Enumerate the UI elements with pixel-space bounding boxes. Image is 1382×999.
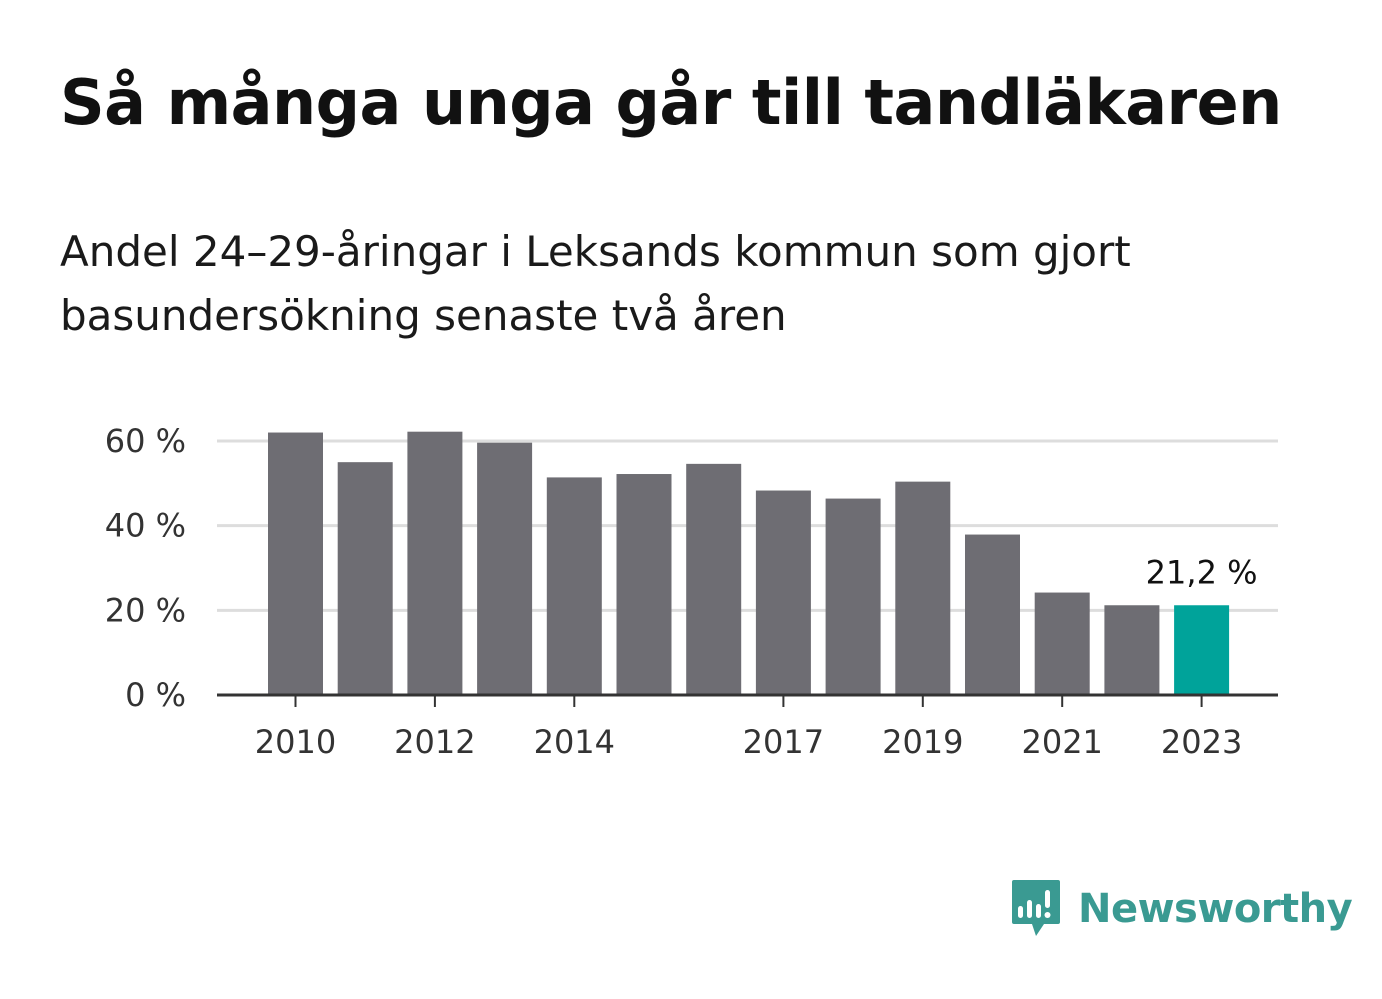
bar: [546, 477, 602, 695]
bars: [268, 431, 1230, 695]
bar: [1034, 592, 1090, 695]
x-tick-label: 2021: [1021, 723, 1102, 761]
chart-title: Så många unga går till tandläkaren: [60, 66, 1282, 139]
bar: [407, 431, 463, 695]
x-tick-label: 2023: [1161, 723, 1242, 761]
x-tick-label: 2014: [534, 723, 615, 761]
bar: [895, 481, 951, 695]
x-tick-label: 2017: [743, 723, 824, 761]
x-tick-label: 2010: [255, 723, 336, 761]
bar: [616, 474, 672, 695]
data-label: 21,2 %: [1146, 553, 1258, 591]
newsworthy-logo-icon: [1012, 880, 1060, 936]
bar: [268, 432, 323, 695]
chart-subtitle: Andel 24–29-åringar i Leksands kommun so…: [60, 227, 1131, 340]
bar: [477, 442, 533, 695]
y-tick-label: 20 %: [105, 591, 186, 629]
bar: [755, 490, 811, 695]
x-tick-label: 2012: [394, 723, 475, 761]
bar: [337, 462, 393, 695]
newsworthy-logo: Newsworthy: [1010, 878, 1353, 940]
x-tick-label: 2019: [882, 723, 963, 761]
bar: [1104, 605, 1160, 695]
bar: [825, 498, 881, 695]
brand-name: Newsworthy: [1078, 886, 1353, 932]
y-tick-label: 60 %: [105, 422, 186, 460]
bar: [686, 463, 742, 695]
y-tick-label: 0 %: [125, 676, 186, 714]
axis-labels: 0 % 20 % 40 % 60 % 21,2 % 2010 2012 2014 2017 201…: [105, 422, 1258, 761]
x-axis: [217, 693, 1278, 707]
grid-lines: [217, 439, 1278, 612]
bar: [1174, 605, 1230, 695]
y-tick-label: 40 %: [105, 507, 186, 545]
bar: [965, 534, 1020, 695]
